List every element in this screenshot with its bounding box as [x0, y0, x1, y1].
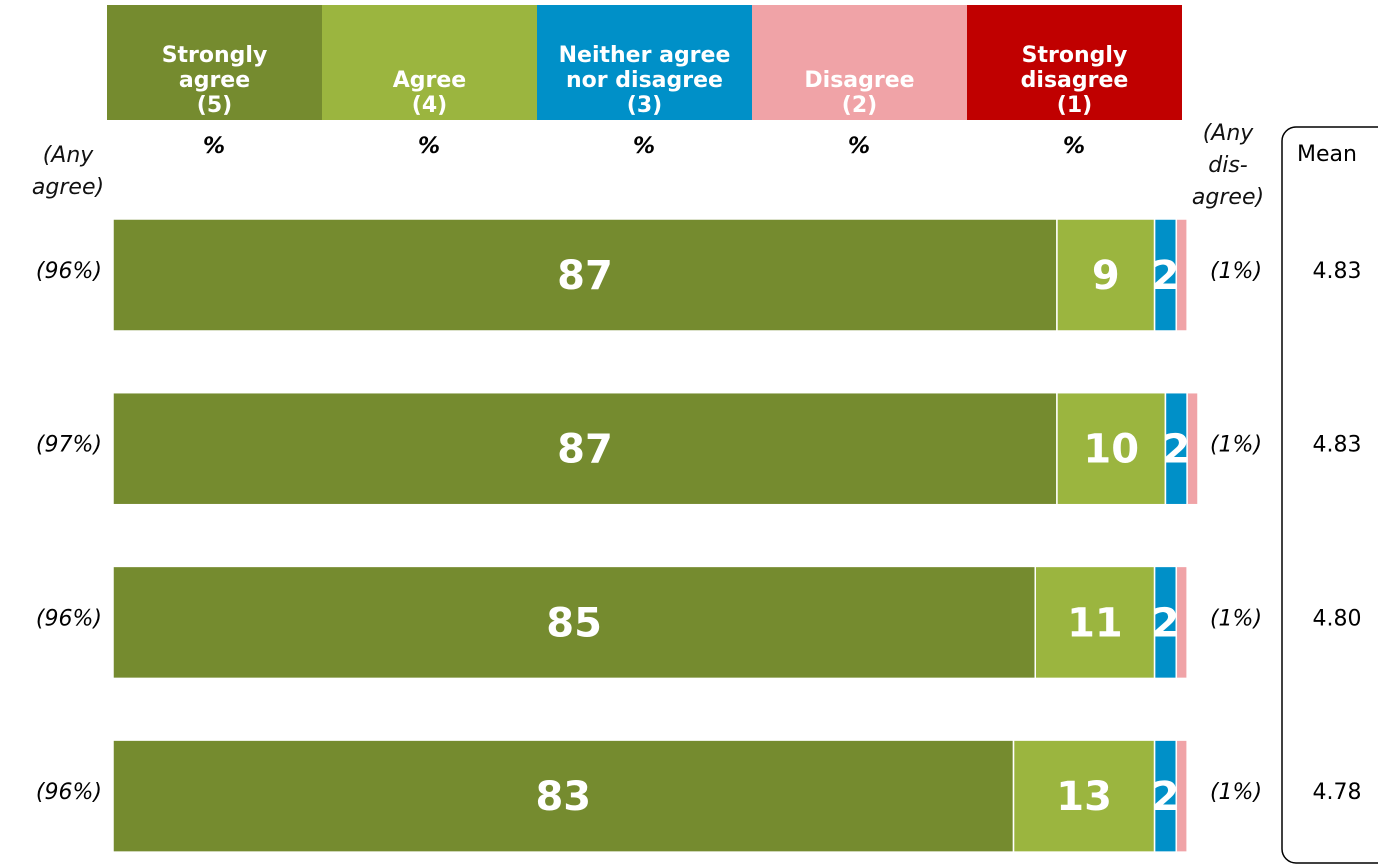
data-label: 85: [546, 600, 602, 646]
any-agree-value: (96%): [36, 259, 102, 284]
bar-segment: [1056, 391, 1167, 506]
any-agree-title: (Any agree): [31, 143, 105, 200]
any-disagree-value: (1%): [1210, 606, 1262, 631]
any-agree-value: (96%): [36, 606, 102, 631]
unit-label: %: [633, 134, 655, 159]
unit-label: %: [203, 134, 225, 159]
data-label: 2: [1152, 600, 1180, 646]
legend-header: Neither agree nor disagree (3): [537, 5, 752, 120]
unit-label: %: [1063, 134, 1085, 159]
data-label: 9: [1092, 253, 1120, 299]
unit-label: %: [418, 134, 440, 159]
data-label: 2: [1152, 253, 1180, 299]
bar-segment: [112, 739, 1015, 853]
legend-header: Strongly agree (5): [107, 5, 322, 120]
data-label: 11: [1067, 600, 1123, 646]
mean-title: Mean: [1297, 142, 1357, 167]
unit-label: %: [848, 134, 870, 159]
bar-segment: [1056, 218, 1156, 332]
bar-segment: [1175, 565, 1188, 680]
mean-box: [1281, 126, 1378, 864]
legend-header: Strongly disagree (1): [967, 5, 1182, 120]
any-agree-value: (96%): [36, 780, 102, 805]
bar-segment: [1175, 739, 1188, 853]
bar-segment: [1012, 739, 1156, 853]
data-label: 87: [557, 427, 613, 473]
bar-segment: [1175, 218, 1188, 332]
bar-segment: [1186, 391, 1199, 506]
data-label: 2: [1162, 427, 1190, 473]
bar-segment: [112, 218, 1058, 332]
legend-header: Agree (4): [322, 5, 537, 120]
mean-value: 4.83: [1313, 259, 1362, 284]
data-label: 83: [535, 774, 591, 820]
any-agree-value: (97%): [36, 433, 102, 458]
any-disagree-value: (1%): [1210, 433, 1262, 458]
data-label: 13: [1056, 774, 1112, 820]
bar-segment: [1034, 565, 1156, 680]
any-disagree-title: (Any dis- agree): [1191, 121, 1265, 210]
any-disagree-value: (1%): [1210, 780, 1262, 805]
data-label: 10: [1083, 427, 1139, 473]
mean-value: 4.80: [1313, 606, 1362, 631]
mean-value: 4.83: [1313, 433, 1362, 458]
bar-segment: [112, 391, 1058, 506]
bar-segment: [112, 565, 1036, 680]
legend-header: Disagree (2): [752, 5, 967, 120]
mean-value: 4.78: [1313, 780, 1362, 805]
data-label: 2: [1152, 774, 1180, 820]
data-label: 87: [557, 253, 613, 299]
any-disagree-value: (1%): [1210, 259, 1262, 284]
